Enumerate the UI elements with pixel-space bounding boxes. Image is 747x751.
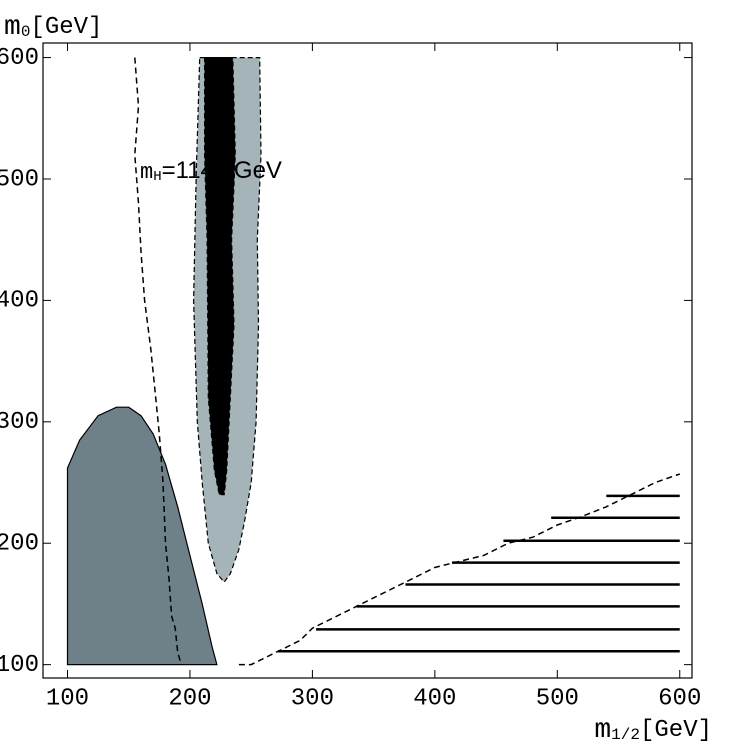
- dashed-line: [134, 57, 183, 665]
- y-tick-label: 400: [0, 288, 39, 315]
- y-tick-label: 500: [0, 166, 39, 193]
- annotation: mH=114.4GeV: [140, 157, 282, 184]
- dashed-line: [238, 473, 681, 666]
- x-axis-label: m1/2[GeV]: [594, 715, 712, 746]
- y-tick-label: 600: [0, 45, 39, 72]
- x-tick-label: 300: [291, 685, 334, 712]
- region: [204, 57, 236, 496]
- y-axis-label: m0[GeV]: [4, 12, 102, 43]
- plot-area: [66, 57, 681, 666]
- x-tick-label: 600: [658, 685, 701, 712]
- y-tick-label: 100: [0, 652, 39, 679]
- ticks: 100 200 300 400 500 600 100 200 300 400 500 600: [0, 43, 701, 712]
- x-tick-label: 400: [413, 685, 456, 712]
- y-tick-label: 300: [0, 409, 39, 436]
- frame: [42, 42, 693, 679]
- region: [66, 406, 218, 666]
- x-tick-label: 100: [46, 685, 89, 712]
- x-tick-label: 500: [536, 685, 579, 712]
- y-tick-label: 200: [0, 531, 39, 558]
- x-tick-label: 200: [168, 685, 211, 712]
